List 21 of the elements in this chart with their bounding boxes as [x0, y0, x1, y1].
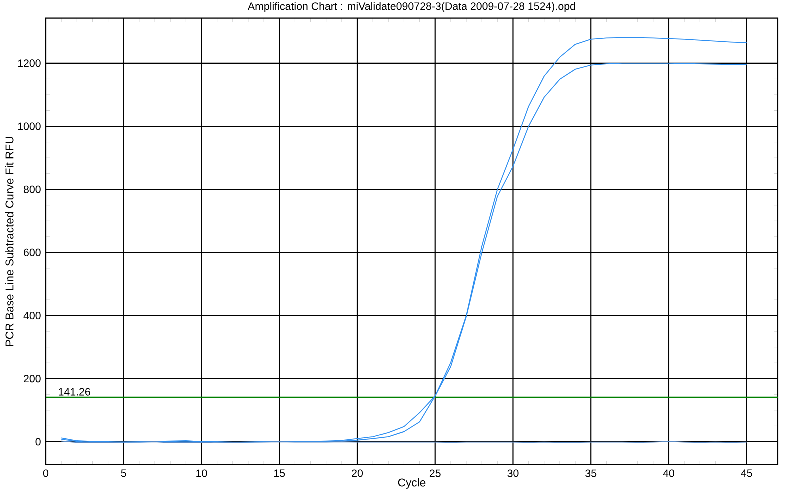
x-axis-title: Cycle: [398, 478, 426, 489]
y-tick-label: 200: [24, 375, 41, 383]
x-tick-label: 0: [43, 470, 49, 478]
x-tick-label: 30: [508, 470, 519, 478]
y-axis-title: PCR Base Line Subtracted Curve Fit RFU: [5, 137, 14, 346]
x-tick-label: 15: [274, 470, 286, 478]
y-tick-label: 600: [24, 248, 41, 256]
x-tick-label: 5: [121, 470, 126, 478]
y-tick-label: 0: [36, 438, 41, 446]
y-tick-label: 400: [24, 312, 41, 320]
y-tick-label: 1000: [18, 122, 41, 130]
x-tick-label: 10: [196, 470, 208, 478]
x-tick-label: 25: [430, 470, 441, 478]
x-tick-label: 40: [663, 470, 674, 478]
x-tick-label: 35: [586, 470, 597, 478]
x-tick-label: 45: [741, 470, 752, 478]
x-tick-label: 20: [352, 470, 364, 478]
y-tick-label: 800: [24, 186, 41, 194]
ref-line-label: 141.26: [59, 388, 90, 396]
y-tick-label: 1200: [18, 60, 41, 68]
chart-title: Amplification Chart : miValidate090728-3(Data 2009-07-28 1524).opd: [248, 2, 576, 12]
